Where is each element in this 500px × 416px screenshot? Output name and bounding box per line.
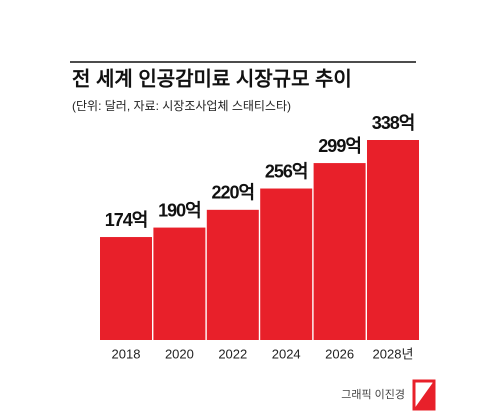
value-label: 256억 (265, 161, 308, 181)
value-label: 174억 (105, 210, 148, 230)
bar (367, 140, 419, 340)
bar (313, 163, 366, 340)
logo (412, 379, 436, 411)
chart-subtitle: (단위: 달러, 자료: 시장조사업체 스태티스타) (72, 99, 291, 113)
bar (100, 237, 152, 340)
credit: 그래픽 이진경 (341, 388, 405, 401)
bar (153, 227, 206, 340)
value-label: 338억 (372, 113, 415, 133)
x-tick-label: 2018 (112, 346, 141, 361)
x-tick-label: 2028년 (373, 346, 414, 361)
bar (206, 209, 259, 340)
value-label: 299억 (318, 136, 361, 156)
bar (260, 188, 313, 340)
x-tick-label: 2020 (165, 346, 194, 361)
x-tick-label: 2024 (272, 346, 301, 361)
chart-title: 전 세계 인공감미료 시장규모 추이 (72, 67, 352, 90)
value-label: 190억 (158, 200, 201, 220)
value-label: 220억 (212, 183, 255, 203)
x-tick-label: 2022 (218, 346, 247, 361)
x-tick-label: 2026 (325, 346, 354, 361)
